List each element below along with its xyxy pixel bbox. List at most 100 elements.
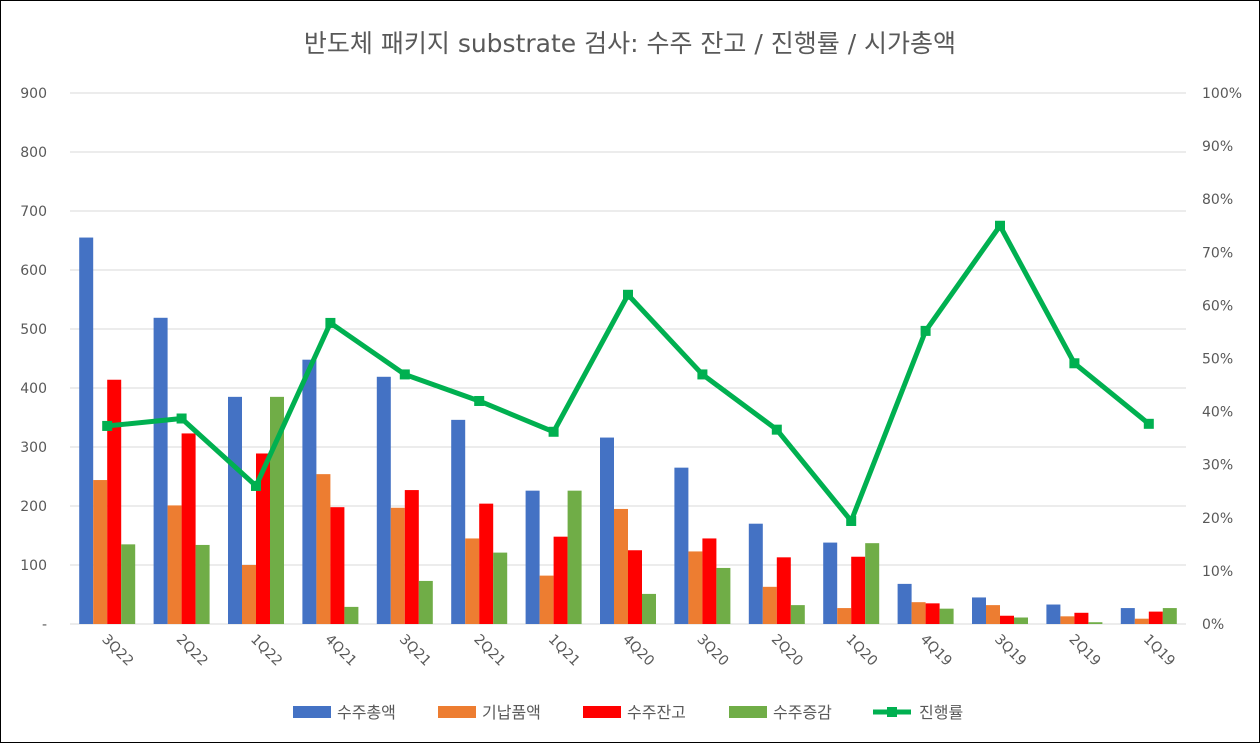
bar-수주잔고-4Q21 xyxy=(330,507,345,624)
right-tick-label: 70% xyxy=(1202,245,1233,261)
bar-수주증감-4Q19 xyxy=(939,608,954,624)
line-point-3Q20 xyxy=(697,369,708,380)
line-point-4Q19 xyxy=(920,325,931,336)
left-tick-label: 200 xyxy=(20,499,47,515)
right-tick-label: 20% xyxy=(1202,511,1233,527)
x-tick-label: 1Q20 xyxy=(842,632,880,670)
bar-수주총액-3Q21 xyxy=(376,376,391,624)
bar-기납품액-4Q19 xyxy=(911,602,926,624)
bar-수주증감-1Q20 xyxy=(865,543,880,624)
bar-수주증감-3Q22 xyxy=(121,544,136,624)
x-axis-labels: 3Q22 2Q22 1Q22 4Q21 3Q21 2Q21 1Q21 4Q20 3Q20 2Q20… xyxy=(98,632,1178,670)
left-tick-label: - xyxy=(42,617,47,633)
bar-기납품액-1Q19 xyxy=(1134,618,1149,624)
bar-수주증감-3Q21 xyxy=(418,580,433,624)
bar-기납품액-2Q22 xyxy=(167,505,182,624)
x-tick-label: 1Q19 xyxy=(1140,632,1178,670)
bar-수주총액-2Q22 xyxy=(153,317,168,624)
legend-swatch-수주증감 xyxy=(729,706,767,718)
line-point-2Q20 xyxy=(771,424,782,435)
line-point-1Q20 xyxy=(846,515,857,526)
legend-label: 진행률 xyxy=(919,703,963,722)
right-axis-ticks: 0% 10% 20% 30% 40% 50% 60% 70% 80% 90% 100% xyxy=(1202,86,1242,633)
bar-수주증감-2Q21 xyxy=(493,552,508,624)
bar-수주증감-4Q21 xyxy=(344,606,359,624)
bar-수주총액-2Q19 xyxy=(1046,604,1061,624)
x-tick-label: 3Q19 xyxy=(991,632,1029,670)
x-tick-label: 2Q22 xyxy=(173,632,211,670)
right-tick-label: 90% xyxy=(1202,139,1233,155)
bar-기납품액-3Q19 xyxy=(986,605,1000,624)
bar-수주총액-3Q19 xyxy=(972,597,986,624)
bar-기납품액-1Q22 xyxy=(242,565,256,624)
bar-수주잔고-2Q21 xyxy=(479,503,494,624)
legend-label: 수주총액 xyxy=(337,703,396,722)
bar-수주총액-3Q20 xyxy=(674,467,689,624)
bar-수주총액-4Q21 xyxy=(302,359,317,624)
right-tick-label: 40% xyxy=(1202,405,1233,421)
line-point-1Q22 xyxy=(251,480,261,491)
bar-기납품액-1Q20 xyxy=(837,608,852,624)
bar-수주총액-1Q22 xyxy=(228,396,242,624)
bar-수주잔고-3Q22 xyxy=(107,379,122,624)
line-point-2Q21 xyxy=(474,395,485,406)
line-point-1Q19 xyxy=(1143,418,1154,429)
left-axis-ticks: - 100 200 300 400 500 600 700 800 900 xyxy=(20,86,47,633)
legend-swatch-수주잔고 xyxy=(583,706,621,718)
bar-기납품액-2Q20 xyxy=(762,586,777,624)
right-tick-label: 100% xyxy=(1202,86,1242,102)
left-tick-label: 300 xyxy=(20,440,47,456)
bar-수주총액-2Q20 xyxy=(748,523,763,624)
bar-수주증감-1Q21 xyxy=(567,490,582,624)
bar-수주총액-1Q20 xyxy=(823,542,838,624)
left-tick-label: 500 xyxy=(20,322,47,338)
bar-수주증감-2Q20 xyxy=(790,605,805,624)
x-tick-label: 4Q20 xyxy=(619,632,657,670)
bar-수주잔고-1Q19 xyxy=(1148,611,1163,624)
x-tick-label: 3Q21 xyxy=(396,632,434,670)
legend: 수주총액 기납품액 수주잔고 수주증감 진행률 xyxy=(293,703,963,722)
left-tick-label: 700 xyxy=(20,204,47,220)
x-tick-label: 1Q21 xyxy=(545,632,583,670)
legend-label: 수주잔고 xyxy=(627,703,686,722)
bar-수주잔고-3Q20 xyxy=(702,538,717,624)
bar-기납품액-4Q21 xyxy=(316,474,331,624)
bar-기납품액-4Q20 xyxy=(614,508,628,624)
line-point-4Q20 xyxy=(623,289,633,300)
x-tick-label: 3Q20 xyxy=(694,632,732,670)
line-point-2Q22 xyxy=(176,413,187,424)
bar-기납품액-1Q21 xyxy=(539,575,554,624)
bar-기납품액-3Q20 xyxy=(688,551,703,624)
line-series-group xyxy=(102,220,1154,526)
left-tick-label: 400 xyxy=(20,381,47,397)
bar-수주증감-4Q20 xyxy=(642,593,656,624)
bar-수주잔고-2Q19 xyxy=(1074,612,1089,624)
bar-수주총액-4Q20 xyxy=(600,437,614,624)
bar-수주잔고-2Q22 xyxy=(181,433,196,624)
bar-수주증감-1Q22 xyxy=(270,396,284,624)
line-point-3Q22 xyxy=(102,420,113,431)
line-point-1Q21 xyxy=(548,426,559,437)
bar-기납품액-2Q21 xyxy=(465,538,480,624)
legend-label: 수주증감 xyxy=(773,703,832,722)
x-tick-label: 1Q22 xyxy=(247,632,285,670)
legend-swatch-기납품액 xyxy=(438,706,476,718)
bar-수주증감-3Q19 xyxy=(1014,617,1028,624)
chart-title: 반도체 패키지 substrate 검사: 수주 잔고 / 진행률 / 시가총액 xyxy=(304,29,956,58)
left-tick-label: 900 xyxy=(20,86,47,102)
bar-수주잔고-1Q21 xyxy=(553,536,568,624)
bar-수주잔고-1Q22 xyxy=(256,453,270,624)
x-tick-label: 4Q21 xyxy=(322,632,360,670)
bar-수주총액-3Q22 xyxy=(79,237,94,625)
x-tick-label: 2Q20 xyxy=(768,632,806,670)
bar-수주총액-1Q19 xyxy=(1120,608,1135,624)
bar-수주잔고-2Q20 xyxy=(776,557,791,624)
right-tick-label: 80% xyxy=(1202,192,1233,208)
bar-series-group xyxy=(79,237,1177,625)
bar-수주잔고-3Q19 xyxy=(1000,615,1014,624)
bar-수주잔고-4Q20 xyxy=(628,550,642,624)
bar-수주잔고-3Q21 xyxy=(404,490,419,624)
bar-수주잔고-1Q20 xyxy=(851,556,866,624)
bar-수주잔고-4Q19 xyxy=(925,603,940,624)
